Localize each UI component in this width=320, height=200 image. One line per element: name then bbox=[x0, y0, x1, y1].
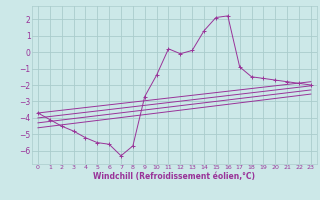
X-axis label: Windchill (Refroidissement éolien,°C): Windchill (Refroidissement éolien,°C) bbox=[93, 172, 255, 181]
